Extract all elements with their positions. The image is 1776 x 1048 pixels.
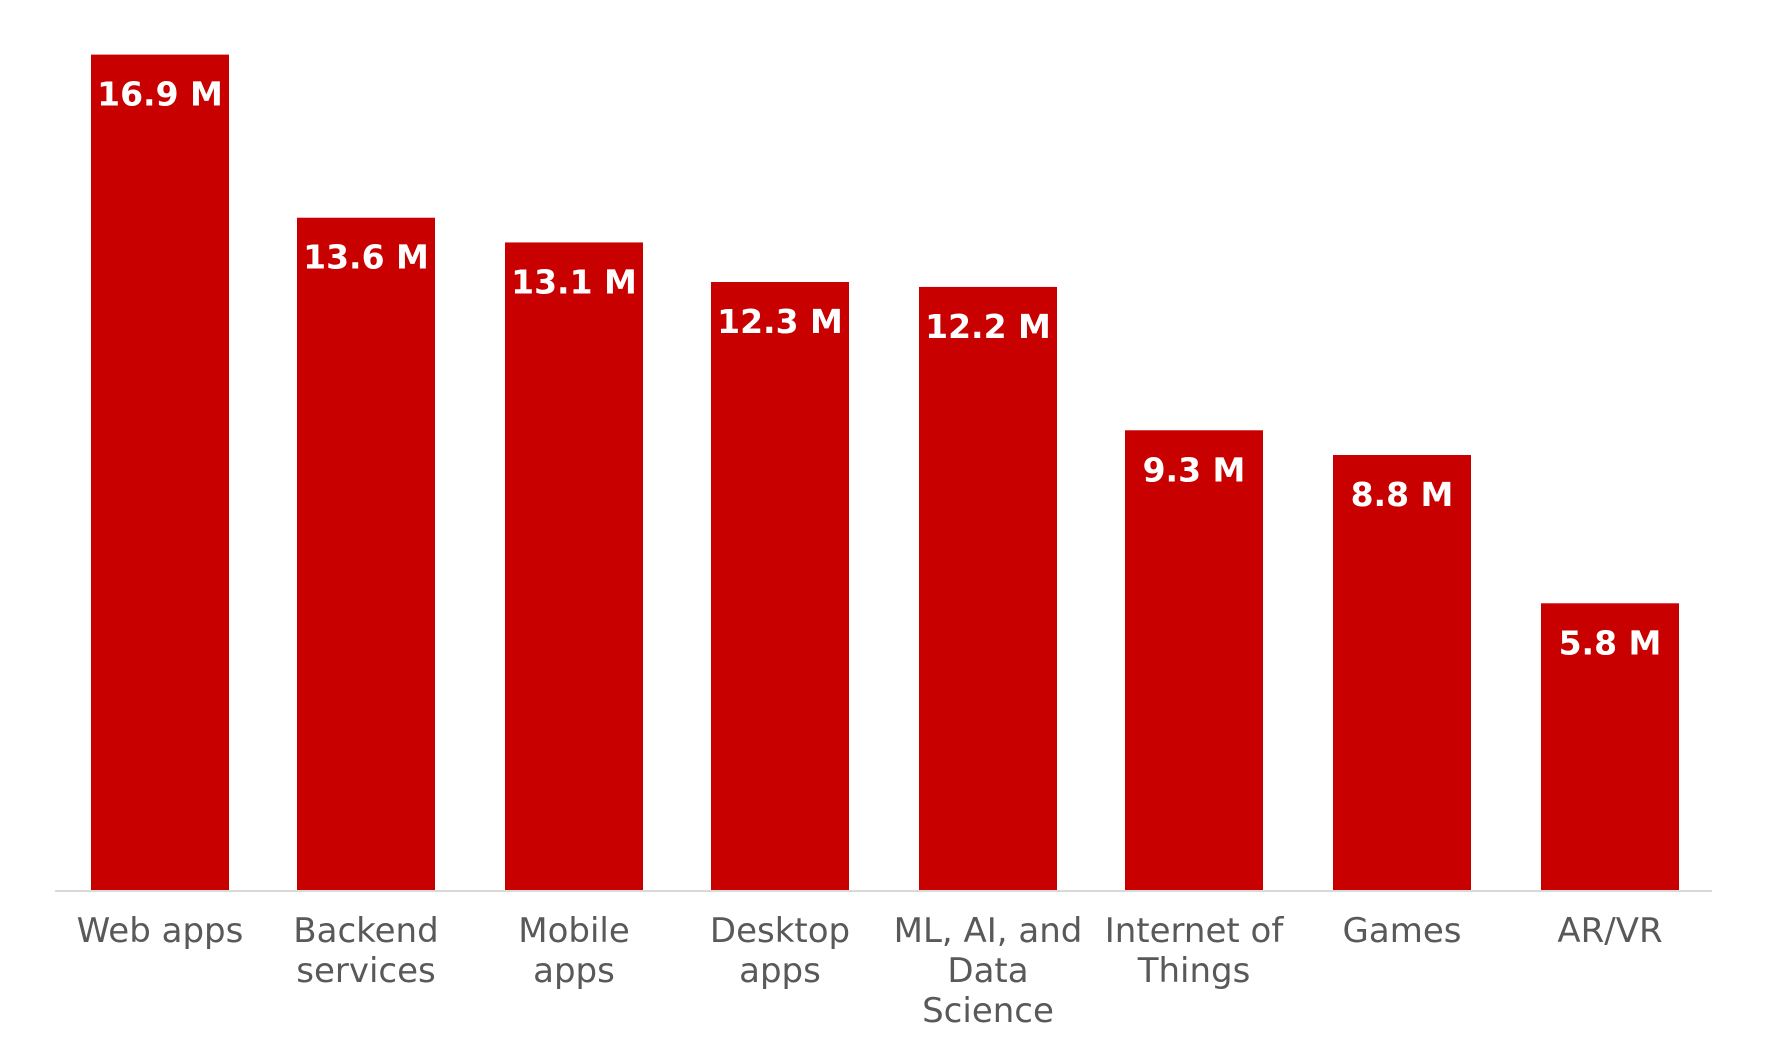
- category-label-line: apps: [533, 951, 615, 991]
- category-label: ML, AI, and Data Science: [894, 911, 1083, 1031]
- category-label-line: ML, AI, and: [894, 911, 1083, 951]
- category-label: Mobile apps: [518, 911, 630, 991]
- value-labels-group: 16.9 M 13.6 M 13.1 M 12.3 M 12.2 M 9.3 M 8.8 M…: [97, 75, 1661, 663]
- bar: [505, 242, 643, 890]
- bars-group: [91, 54, 1679, 890]
- category-label: Games: [1343, 911, 1462, 951]
- bar-value-label: 8.8 M: [1351, 475, 1454, 514]
- category-label-line: Backend: [293, 911, 438, 951]
- category-label-line: Desktop: [710, 911, 850, 951]
- category-label: Backend services: [293, 911, 438, 991]
- category-label-line: apps: [739, 951, 821, 991]
- category-label-line: Games: [1343, 911, 1462, 951]
- category-label-line: services: [296, 951, 436, 991]
- category-label: Web apps: [77, 911, 244, 951]
- category-label: AR/VR: [1557, 911, 1662, 951]
- bar: [1333, 455, 1471, 890]
- bar: [297, 217, 435, 890]
- bar: [711, 281, 849, 890]
- bar-value-label: 16.9 M: [97, 75, 223, 114]
- bar-value-label: 9.3 M: [1143, 450, 1246, 489]
- bar: [919, 286, 1057, 890]
- bar-value-label: 13.6 M: [303, 238, 429, 277]
- bar-value-label: 5.8 M: [1559, 623, 1662, 662]
- category-label-line: Science: [922, 991, 1054, 1031]
- bar: [1125, 430, 1263, 890]
- bar: [91, 54, 229, 890]
- category-label: Internet of Things: [1105, 911, 1285, 991]
- category-label: Desktop apps: [710, 911, 850, 991]
- bar-value-label: 12.2 M: [925, 307, 1051, 346]
- bar: [1541, 603, 1679, 890]
- category-label-line: Internet of: [1105, 911, 1285, 951]
- bar-value-label: 12.3 M: [717, 302, 843, 341]
- bar-value-label: 13.1 M: [511, 262, 637, 301]
- category-label-line: Things: [1137, 951, 1251, 991]
- category-label-line: Web apps: [77, 911, 244, 951]
- category-label-line: Data: [947, 951, 1028, 991]
- category-label-line: Mobile: [518, 911, 630, 951]
- category-label-line: AR/VR: [1557, 911, 1662, 951]
